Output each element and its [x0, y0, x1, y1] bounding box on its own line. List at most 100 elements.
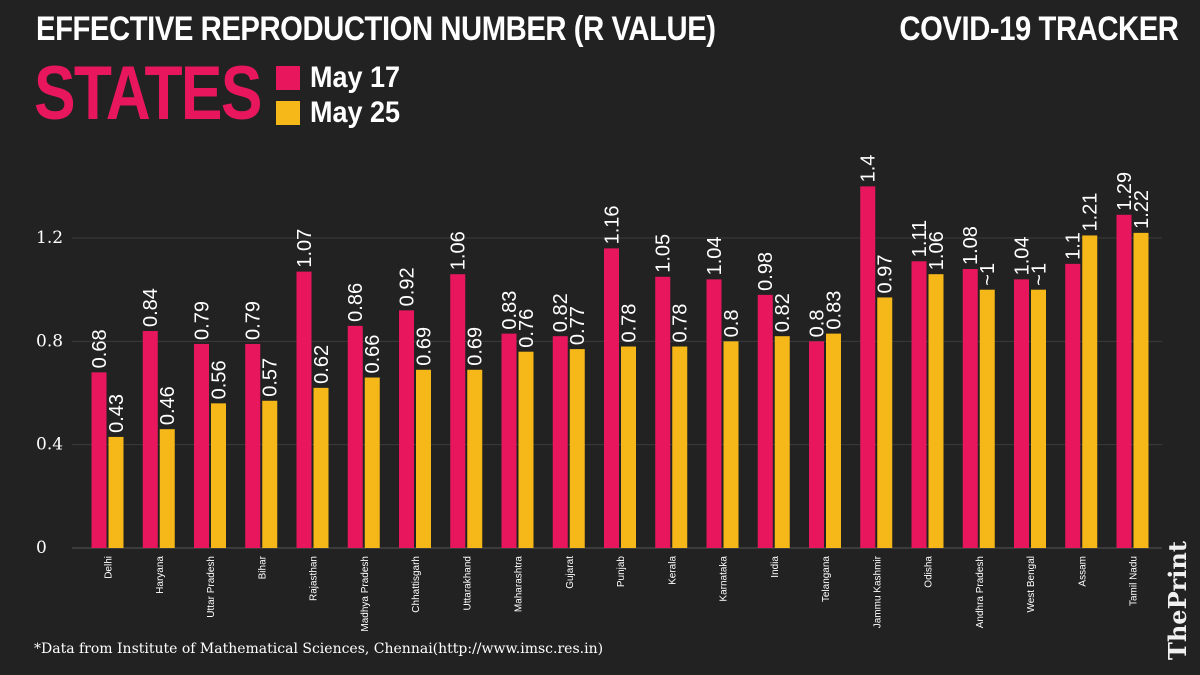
category-label: Tamil Nadu — [1129, 556, 1140, 606]
category-label: Uttar Pradesh — [206, 556, 217, 618]
tracker-label: COVID-19 TRACKER — [898, 10, 1178, 48]
value-label-may25: ~1 — [1029, 263, 1051, 286]
bar-may25 — [928, 274, 944, 548]
legend-item-may17: May 17 — [276, 61, 410, 94]
category-label: Maharashtra — [514, 556, 525, 613]
bar-may17 — [399, 310, 414, 548]
bar-may25 — [1133, 232, 1149, 548]
brand-logo: ThePrint — [1163, 541, 1192, 660]
value-label-may17: 0.82 — [550, 293, 572, 332]
category-label: India — [770, 556, 781, 578]
bar-may25 — [774, 336, 790, 548]
value-label-may17: 0.79 — [192, 301, 214, 340]
bar-may17 — [757, 294, 773, 548]
value-label-may25: 1.06 — [926, 231, 948, 270]
section-title: STATES — [34, 51, 262, 136]
category-label: Odisha — [924, 556, 935, 588]
y-tick-label: 1.2 — [36, 228, 63, 248]
value-label-may25: ~1 — [977, 263, 999, 286]
bar-may17 — [809, 341, 824, 548]
bar-may25 — [621, 346, 636, 548]
bar-may17 — [245, 343, 261, 548]
category-label: West Bengal — [1026, 556, 1037, 613]
bar-may17 — [911, 261, 927, 548]
bar-may25 — [159, 429, 175, 548]
value-label-may25: 0.83 — [824, 291, 846, 330]
value-label-may25: 0.43 — [106, 394, 128, 433]
value-label-may25: 0.78 — [619, 304, 641, 343]
bar-may17 — [706, 279, 722, 548]
bar-may25 — [723, 341, 739, 548]
bar-may25 — [1031, 289, 1046, 548]
bar-may17 — [142, 331, 158, 548]
value-label-may25: 0.57 — [260, 358, 282, 397]
bar-may25 — [108, 436, 124, 548]
value-label-may17: 1.29 — [1114, 172, 1136, 211]
value-label-may17: 1.04 — [704, 236, 726, 275]
bar-may25 — [826, 333, 841, 548]
bar-may17 — [450, 274, 466, 548]
bar-may17 — [1014, 279, 1029, 548]
legend-swatch-may17 — [276, 66, 300, 90]
bar-may25 — [313, 387, 329, 548]
value-label-may25: 1.22 — [1131, 190, 1153, 229]
bar-may17 — [194, 343, 209, 548]
category-label: Punjab — [616, 556, 627, 588]
bar-may17 — [347, 325, 363, 548]
y-tick-label: 0 — [36, 538, 47, 558]
value-label-may17: 1.08 — [960, 226, 982, 265]
bar-may17 — [91, 372, 107, 548]
bar-may25 — [569, 349, 585, 548]
category-label: Karnataka — [719, 556, 730, 602]
value-label-may25: 0.46 — [157, 386, 179, 425]
category-label: Gujarat — [565, 556, 576, 589]
value-label-may17: 1.11 — [909, 220, 931, 257]
legend-label-may17: May 17 — [310, 61, 401, 94]
y-tick-label: 0.8 — [36, 331, 63, 351]
category-label: Haryana — [155, 556, 166, 594]
value-label-may17: 0.84 — [140, 288, 162, 327]
category-label: Chhattisgarh — [411, 556, 422, 613]
bar-may17 — [604, 248, 619, 548]
bar-may17 — [860, 186, 876, 548]
value-label-may25: 1.21 — [1080, 193, 1102, 232]
value-label-may25: 0.97 — [875, 255, 897, 294]
category-label: Assam — [1077, 556, 1088, 587]
footnote: *Data from Institute of Mathematical Sci… — [34, 641, 604, 657]
category-label: Jammu Kashmir — [872, 555, 883, 628]
value-label-may17: 1.4 — [858, 155, 880, 183]
category-label: Uttarakhand — [462, 556, 473, 610]
bar-may17 — [501, 333, 517, 548]
bar-may25 — [416, 369, 431, 548]
value-label-may25: 0.66 — [362, 335, 384, 374]
value-label-may17: 0.79 — [243, 301, 265, 340]
bar-may25 — [1082, 235, 1098, 548]
chart-title: EFFECTIVE REPRODUCTION NUMBER (R VALUE) — [36, 10, 716, 48]
value-label-may25: 0.56 — [209, 360, 231, 399]
value-label-may25: 0.69 — [414, 327, 436, 366]
bar-may25 — [672, 346, 688, 548]
value-label-may17: 0.68 — [89, 329, 111, 368]
value-label-may17: 1.05 — [653, 234, 675, 273]
value-label-may25: 0.78 — [670, 304, 692, 343]
category-label: Andhra Pradesh — [975, 556, 986, 628]
bar-may17 — [655, 276, 671, 548]
value-label-may17: 1.07 — [294, 229, 316, 268]
bar-may25 — [979, 289, 995, 548]
value-label-may25: 0.69 — [465, 327, 487, 366]
value-label-may17: 1.04 — [1012, 236, 1034, 275]
value-label-may17: 1.16 — [602, 205, 624, 244]
category-label: Delhi — [104, 556, 115, 579]
category-label: Rajasthan — [309, 556, 320, 601]
category-label: Kerala — [667, 556, 678, 585]
category-label: Bihar — [257, 555, 268, 579]
value-label-may17: 0.98 — [755, 252, 777, 291]
bar-may17 — [962, 269, 978, 548]
value-label-may17: 0.8 — [807, 310, 829, 338]
bar-may17 — [1065, 263, 1081, 548]
bar-may25 — [262, 400, 278, 548]
bar-may25 — [211, 403, 226, 548]
bar-may17 — [552, 336, 568, 548]
bar-may17 — [1116, 214, 1132, 548]
